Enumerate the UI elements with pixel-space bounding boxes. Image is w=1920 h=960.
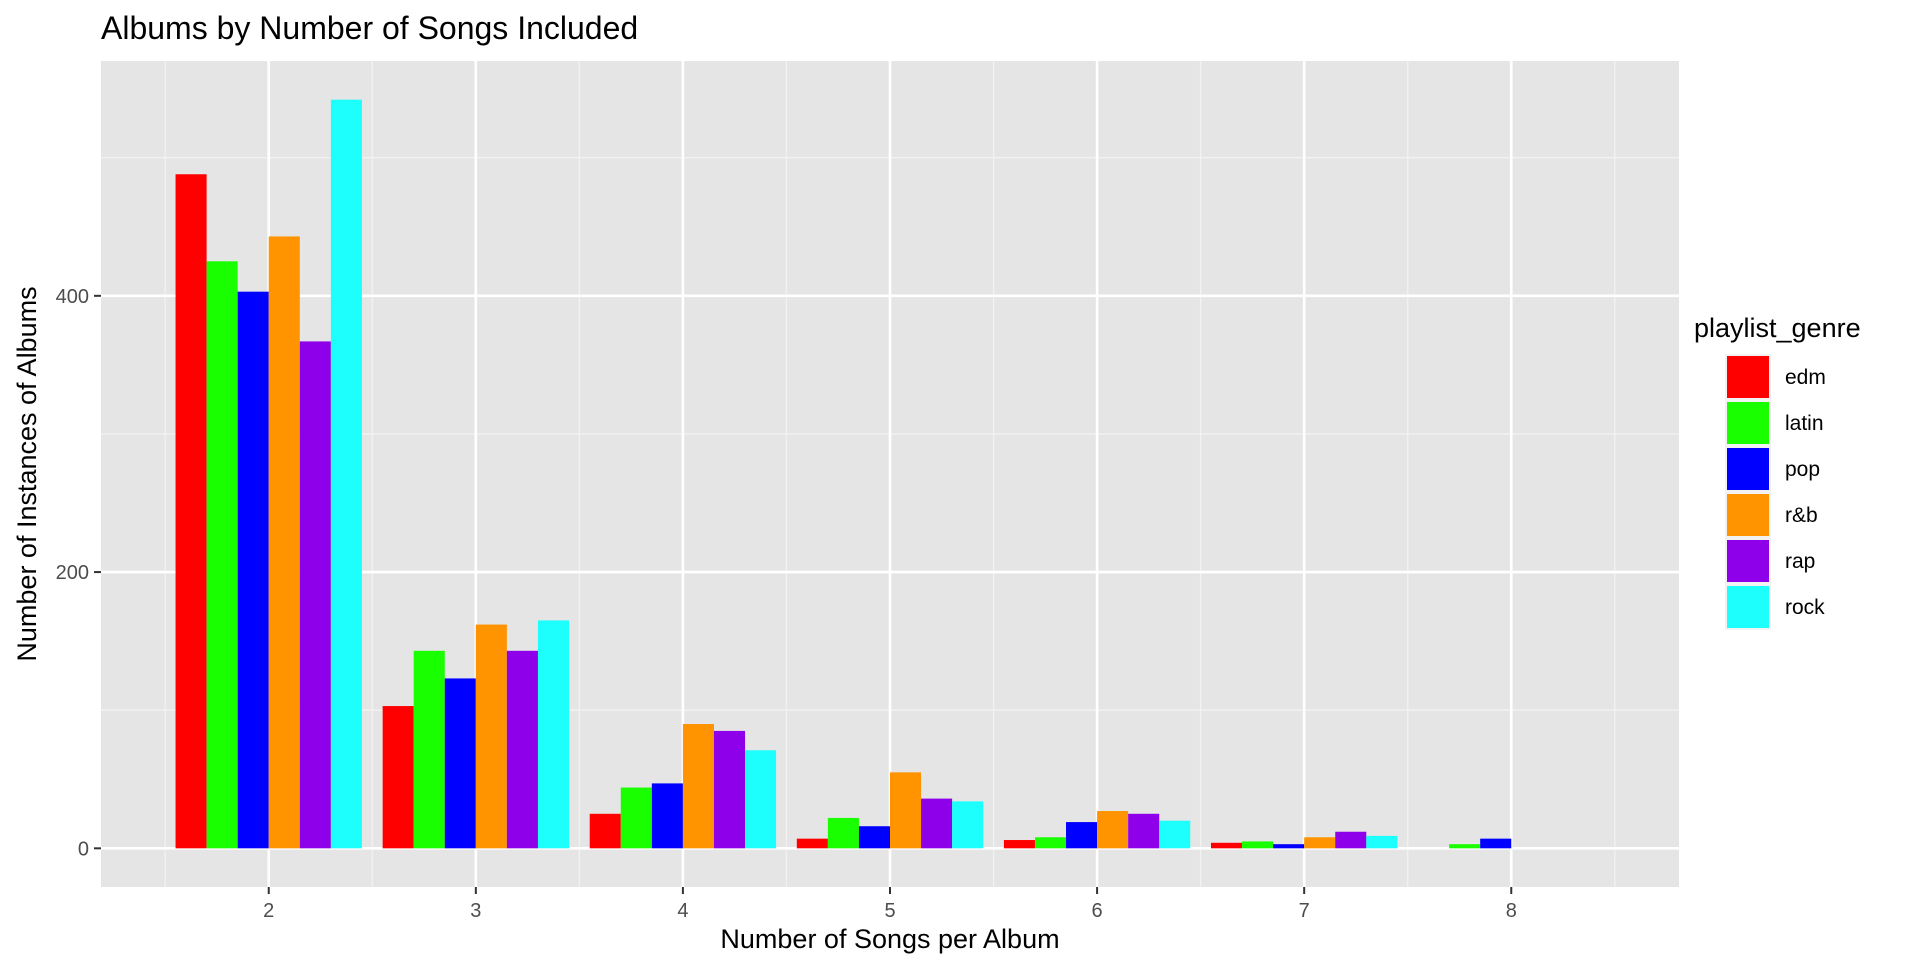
bar-edm-6 [1003,840,1035,849]
bar-edm-2 [175,174,207,849]
bar-pop-2 [237,291,269,849]
x-tick-label: 7 [1299,900,1310,922]
bar-latin-5 [827,817,859,849]
bar-edm-7 [1210,842,1243,849]
bar-rock-6 [1159,820,1191,849]
bar-pop-4 [651,783,683,849]
bar-latin-8 [1449,844,1481,849]
bar-latin-2 [206,261,238,849]
bar-pop-3 [444,678,476,849]
bar-rap-6 [1128,813,1160,849]
bar-pop-6 [1066,822,1098,849]
bar-edm-3 [382,706,414,849]
bar-edm-4 [589,813,621,849]
bar-rock-5 [952,801,984,849]
chart-title: Albums by Number of Songs Included [101,10,638,46]
x-tick-label: 2 [263,900,274,922]
legend: playlist_genre edm latin pop r&b rap rock [1694,313,1861,630]
legend-swatch-pop [1727,448,1769,490]
legend-label: edm [1785,366,1826,389]
x-axis-title: Number of Songs per Album [720,924,1059,954]
bar-rock-3 [537,620,570,849]
bar-rb-3 [475,624,507,849]
bar-pop-7 [1273,844,1305,849]
bar-rb-5 [890,772,922,849]
bar-rap-7 [1335,831,1367,849]
legend-swatch-rock [1727,586,1769,628]
bar-pop-8 [1480,838,1512,849]
bar-rock-7 [1366,835,1398,849]
y-tick-label: 400 [56,286,89,308]
bar-latin-4 [620,787,652,849]
bar-rb-4 [682,724,714,849]
bar-rap-5 [921,798,953,849]
legend-label: rock [1785,596,1825,619]
legend-label: r&b [1785,504,1818,527]
y-tick-label: 0 [78,838,89,860]
legend-swatch-rap [1727,540,1769,582]
bar-latin-3 [413,650,445,849]
legend-label: pop [1785,458,1820,481]
legend-swatch-edm [1727,356,1769,398]
x-tick-label: 5 [884,900,895,922]
bar-rap-4 [713,730,746,849]
y-axis-title: Number of Instances of Albums [12,286,42,661]
y-tick-label: 200 [56,562,89,584]
bar-latin-6 [1034,837,1067,849]
bar-edm-5 [796,838,828,849]
bar-pop-5 [858,826,890,849]
bar-rap-2 [299,341,331,849]
x-axis: 2 3 4 5 6 7 8 [263,887,1517,922]
legend-label: rap [1785,550,1815,573]
x-tick-label: 6 [1092,900,1103,922]
legend-title: playlist_genre [1694,313,1861,343]
bar-rap-3 [506,650,538,849]
legend-swatch-rb [1727,494,1769,536]
x-tick-label: 8 [1506,900,1517,922]
legend-label: latin [1785,412,1824,435]
bars [175,99,1512,849]
legend-swatch-latin [1727,402,1769,444]
bar-rb-7 [1304,837,1336,849]
bar-rb-6 [1097,811,1129,849]
x-tick-label: 3 [470,900,481,922]
bar-latin-7 [1242,841,1274,849]
y-axis: 0 200 400 [56,286,101,860]
bar-rock-4 [745,750,777,849]
bar-rb-2 [268,236,300,849]
x-tick-label: 4 [677,900,688,922]
bar-rock-2 [330,99,362,849]
